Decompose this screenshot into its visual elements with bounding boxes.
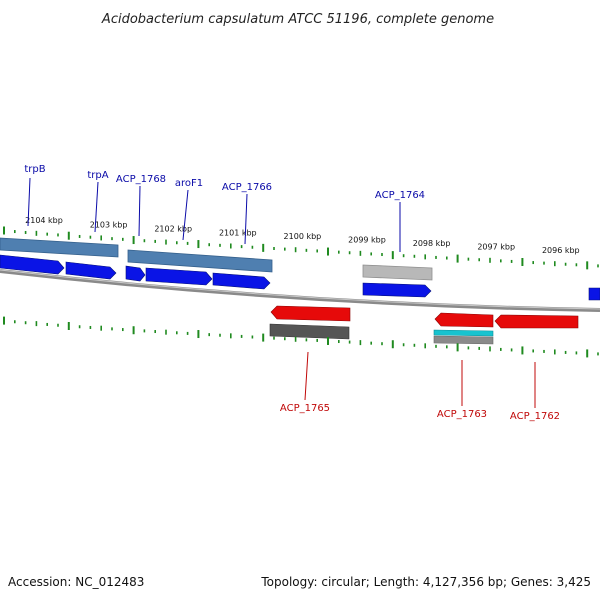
accession-text: Accession: NC_012483	[8, 575, 144, 589]
kbp-label: 2103 kbp	[90, 220, 128, 229]
topology-text: Topology: circular; Length: 4,127,356 bp…	[260, 575, 591, 589]
kbp-label: 2096 kbp	[542, 246, 580, 255]
kbp-label: 2100 kbp	[284, 232, 322, 241]
upper-tick-ruler	[3, 226, 599, 270]
genome-backbone-highlight	[0, 269, 600, 310]
gene-arrow-ACP_1762[interactable]	[494, 314, 579, 329]
gene-arrow-ACP_1764[interactable]	[362, 282, 432, 298]
kbp-label: 2101 kbp	[219, 228, 257, 237]
gene-label-ACP_1763[interactable]: ACP_1763	[437, 409, 487, 420]
map-title: Acidobacterium capsulatum ATCC 51196, co…	[101, 12, 494, 27]
gene-label-aroF1[interactable]: aroF1	[175, 178, 203, 189]
gene-label-trpA[interactable]: trpA	[87, 170, 108, 181]
gene-arrow-trpA[interactable]	[65, 261, 117, 280]
reverse-gene-track	[270, 305, 579, 329]
gene-labels: trpB trpA ACP_1768 aroF1 ACP_1766 ACP_17…	[24, 164, 560, 422]
kbp-scale-labels: 2104 kbp 2103 kbp 2102 kbp 2101 kbp 2100 kbp…	[25, 216, 580, 255]
gene-label-ACP_1766[interactable]: ACP_1766	[222, 182, 272, 193]
gene-label-ACP_1765[interactable]: ACP_1765	[280, 403, 330, 414]
kbp-label: 2097 kbp	[477, 243, 515, 252]
cds-block-aroF1[interactable]	[127, 249, 273, 273]
cds-block-ACP_1765[interactable]	[269, 323, 350, 340]
forward-cds-track	[0, 237, 433, 281]
kbp-label: 2102 kbp	[154, 225, 192, 234]
gene-label-ACP_1768[interactable]: ACP_1768	[116, 174, 166, 185]
kbp-label: 2104 kbp	[25, 216, 63, 225]
gene-arrow-ACP_1765[interactable]	[270, 305, 351, 322]
gene-callout-lines	[27, 177, 536, 408]
gene-arrow-ACP_1766[interactable]	[212, 272, 271, 290]
gene-label-trpB[interactable]: trpB	[24, 164, 45, 175]
gene-label-ACP_1764[interactable]: ACP_1764	[375, 190, 425, 201]
gene-arrow-aroF1[interactable]	[145, 267, 213, 286]
gene-label-ACP_1762[interactable]: ACP_1762	[510, 411, 560, 422]
gene-arrow-ACP_1768[interactable]	[125, 265, 146, 282]
cds-block-ACP_1763-cyan[interactable]	[433, 329, 494, 337]
cds-block-ACP_1763-grey[interactable]	[433, 335, 494, 345]
cds-block-ACP_1764[interactable]	[362, 264, 433, 281]
genome-backbone	[0, 269, 600, 312]
kbp-label: 2098 kbp	[413, 239, 451, 248]
lower-tick-ruler	[3, 316, 599, 358]
forward-gene-track	[0, 254, 600, 301]
gene-arrow-trpB[interactable]	[0, 254, 65, 275]
gene-arrow-offscreen-right[interactable]	[588, 287, 600, 301]
reverse-cds-track	[269, 323, 494, 345]
cds-block-trpB-trpA[interactable]	[0, 237, 119, 258]
gene-arrow-ACP_1763[interactable]	[434, 312, 494, 328]
kbp-label: 2099 kbp	[348, 236, 386, 245]
